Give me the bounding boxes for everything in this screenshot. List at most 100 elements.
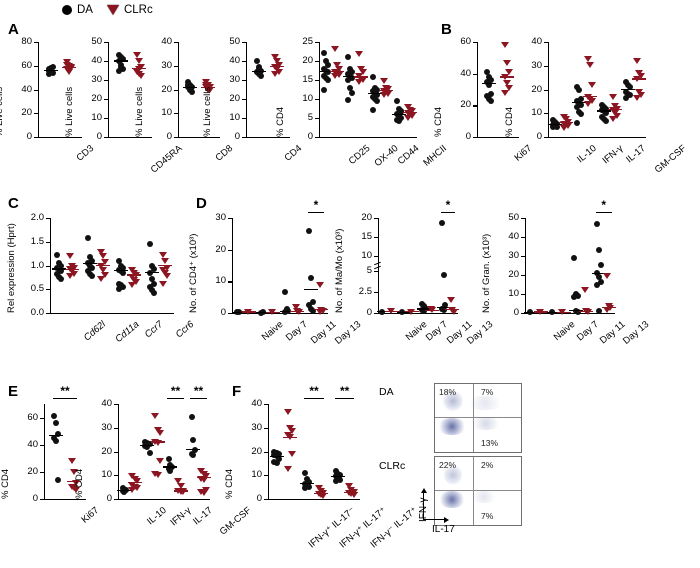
mean-line-da bbox=[569, 309, 584, 311]
legend-marker-da-circle-icon bbox=[62, 5, 72, 15]
data-point-clrc bbox=[505, 69, 514, 76]
data-point-da bbox=[304, 475, 311, 482]
data-point-da bbox=[119, 269, 126, 276]
data-point-da bbox=[88, 264, 95, 271]
mean-line-da bbox=[51, 268, 66, 270]
yaxis-tick bbox=[374, 313, 378, 315]
yaxis-tick-label: 10 bbox=[251, 469, 262, 481]
yaxis-tick bbox=[40, 417, 44, 419]
yaxis-tick bbox=[544, 65, 548, 67]
mean-line-clrc bbox=[632, 78, 647, 80]
data-point-da bbox=[120, 56, 127, 63]
mean-line-clrc bbox=[283, 436, 298, 438]
yaxis-line bbox=[118, 404, 120, 500]
data-point-da bbox=[150, 290, 157, 297]
yaxis-line bbox=[246, 42, 248, 138]
yaxis-tick bbox=[46, 241, 50, 243]
data-point-da bbox=[597, 261, 604, 268]
yaxis-tick-label: 30 bbox=[215, 212, 226, 223]
data-point-clrc bbox=[288, 450, 297, 457]
data-point-da bbox=[320, 50, 327, 57]
data-point-clrc bbox=[132, 478, 141, 485]
xaxis-category-label: Day 11 bbox=[308, 319, 339, 347]
mean-line-clrc bbox=[127, 274, 142, 276]
data-point-da bbox=[486, 81, 492, 88]
xaxis-category-label: CD25 bbox=[346, 143, 373, 168]
yaxis-tick-label: 40 bbox=[531, 36, 542, 47]
xaxis-category-label: CD3 bbox=[74, 143, 97, 164]
chart-a4: 0 10 20 30 40 50 % Live cells CD4 bbox=[202, 37, 304, 164]
yaxis-tick-label: 20 bbox=[229, 93, 240, 104]
yaxis-tick-label: 30 bbox=[161, 59, 172, 71]
mean-line-da bbox=[269, 455, 284, 457]
data-point-clrc bbox=[505, 84, 514, 91]
mean-line-da bbox=[114, 60, 128, 62]
yaxis-tick-label: 0 bbox=[96, 131, 102, 142]
data-point-clrc bbox=[201, 81, 210, 88]
yaxis-tick-label: 0 bbox=[366, 307, 372, 318]
yaxis-tick bbox=[544, 113, 548, 115]
data-point-da bbox=[50, 63, 57, 70]
data-point-clrc bbox=[603, 272, 612, 279]
yaxis-tick-label: 60 bbox=[27, 411, 38, 423]
data-point-clrc bbox=[132, 279, 141, 286]
mean-line-da bbox=[392, 113, 407, 115]
yaxis-label: No. of CD4⁺ (x10³) bbox=[188, 233, 199, 313]
mean-line-da bbox=[396, 311, 411, 313]
mean-line-clrc bbox=[62, 66, 76, 69]
data-point-clrc bbox=[72, 486, 81, 493]
data-point-da bbox=[190, 452, 197, 459]
mean-line-clrc bbox=[344, 491, 359, 494]
yaxis-tick-label: 5 bbox=[307, 112, 313, 123]
mean-line-da bbox=[524, 311, 539, 313]
yaxis-line bbox=[548, 42, 550, 138]
data-point-da bbox=[574, 119, 581, 126]
yaxis-label: % CD4 bbox=[433, 106, 444, 137]
yaxis-tick-label: 1.5 bbox=[30, 235, 44, 247]
mean-line-da bbox=[596, 110, 611, 112]
xaxis-category-label: CD44 bbox=[395, 143, 422, 168]
yaxis-tick-label: 25 bbox=[302, 36, 313, 47]
panel-letter-a: A bbox=[8, 21, 19, 38]
yaxis-tick bbox=[544, 137, 548, 139]
data-point-da bbox=[309, 298, 316, 305]
yaxis-tick bbox=[315, 118, 319, 120]
data-point-clrc bbox=[137, 73, 146, 80]
xaxis-category-label: Day 7 bbox=[574, 319, 601, 344]
data-point-da bbox=[571, 294, 578, 301]
data-point-clrc bbox=[315, 282, 324, 289]
yaxis-tick-label: 20 bbox=[91, 93, 102, 104]
data-point-da bbox=[597, 278, 604, 285]
data-point-clrc bbox=[178, 489, 187, 496]
data-point-da bbox=[394, 98, 401, 105]
data-point-clrc bbox=[66, 272, 75, 279]
chart-c1: 0.0 0.5 1.0 1.5 2.0 Rel expression (Hprt) Cd62… bbox=[6, 213, 196, 345]
yaxis-tick-label: 20 bbox=[101, 445, 112, 457]
yaxis-tick-label: 20 bbox=[161, 83, 172, 95]
data-point-clrc bbox=[608, 116, 617, 123]
significance-bar bbox=[190, 398, 207, 400]
yaxis-tick-label: 40 bbox=[460, 67, 471, 79]
yaxis-tick bbox=[228, 249, 232, 251]
xaxis-category-label: CD45RA bbox=[148, 143, 185, 176]
mean-line-da bbox=[547, 123, 562, 126]
data-point-clrc bbox=[176, 482, 185, 489]
data-point-da bbox=[253, 58, 260, 64]
data-point-clrc bbox=[199, 490, 208, 497]
yaxis-tick bbox=[46, 218, 50, 220]
data-point-da bbox=[345, 54, 352, 61]
yaxis-tick bbox=[104, 99, 108, 101]
data-point-da bbox=[332, 467, 339, 474]
flow-plot-clrc[interactable]: 22% 2% 7% bbox=[434, 456, 522, 526]
data-point-da bbox=[571, 255, 578, 262]
yaxis-line bbox=[268, 404, 270, 500]
mean-line-da bbox=[44, 69, 58, 72]
yaxis-line bbox=[477, 42, 479, 138]
data-point-clrc bbox=[379, 77, 388, 84]
yaxis-tick bbox=[544, 89, 548, 91]
data-point-da bbox=[253, 69, 260, 76]
significance-bar bbox=[307, 212, 325, 214]
data-point-clrc bbox=[206, 86, 215, 93]
flow-plot-da[interactable]: 18% 7% 13% bbox=[434, 383, 522, 453]
mean-line-clrc bbox=[385, 310, 400, 313]
